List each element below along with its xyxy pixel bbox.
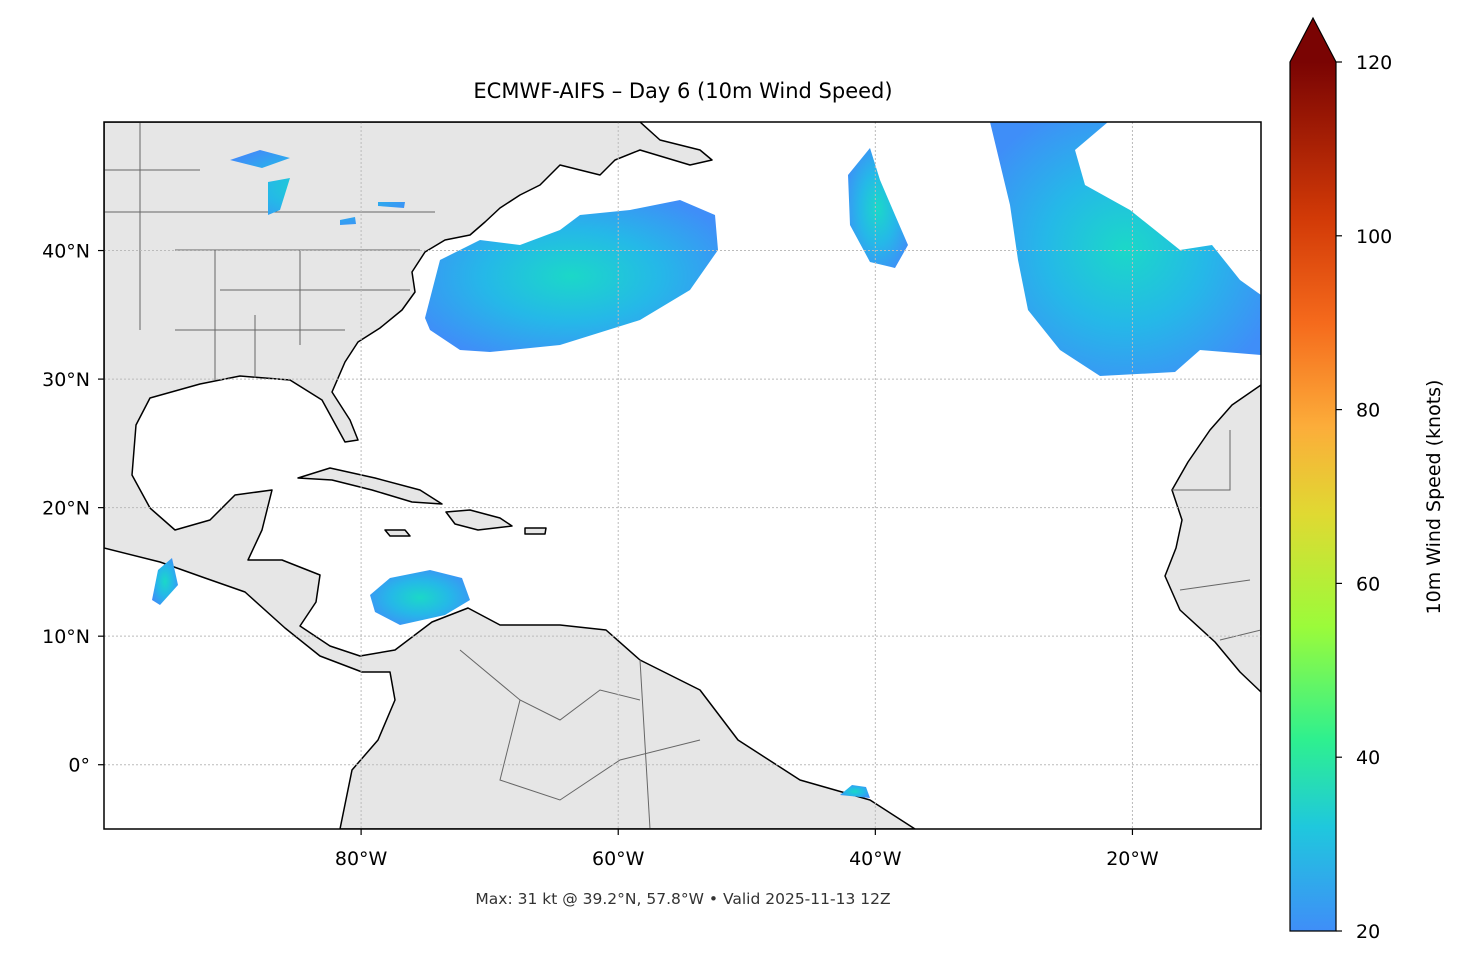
axes: 80°W 60°W 40°W 20°W 0° 10°N 20°N 30°N 40°N [42,241,1159,870]
x-tick-label: 20°W [1106,848,1159,870]
puerto-rico [524,527,547,535]
y-tick-label: 10°N [42,626,90,648]
colorbar-frame [1289,16,1337,932]
colorbar-ticks: 20 40 60 80 100 120 [1336,52,1392,943]
x-tick-label: 60°W [592,848,645,870]
map [104,122,1261,829]
y-tick-label: 20°N [42,498,90,520]
map-frame [103,121,1262,830]
colorbar-extend [1290,18,1336,62]
title: ECMWF-AIFS – Day 6 (10m Wind Speed) [473,79,892,103]
colorbar-tick-label: 120 [1356,52,1392,74]
colorbar-tick-label: 60 [1356,573,1380,595]
footnote: Max: 31 kt @ 39.2°N, 57.8°W • Valid 2025… [475,890,890,908]
cuba [297,467,443,505]
jamaica [384,529,411,537]
y-tick-label: 30°N [42,369,90,391]
wind-field [152,122,1261,798]
colorbar-tick-label: 100 [1356,226,1392,248]
americas [104,122,916,829]
colorbar: 20 40 60 80 100 120 10m Wind Speed (knots) [1289,16,1445,943]
hispaniola [445,509,513,531]
colorbar-tick-label: 20 [1356,921,1380,943]
x-tick-label: 80°W [335,848,388,870]
africa [1164,384,1261,693]
colorbar-gradient [1290,62,1336,931]
y-tick-label: 40°N [42,241,90,263]
colorbar-tick-label: 80 [1356,400,1380,422]
gridlines [104,122,1261,829]
y-tick-label: 0° [68,755,90,777]
colorbar-tick-label: 40 [1356,747,1380,769]
colorbar-label: 10m Wind Speed (knots) [1423,380,1445,615]
x-tick-label: 40°W [849,848,902,870]
